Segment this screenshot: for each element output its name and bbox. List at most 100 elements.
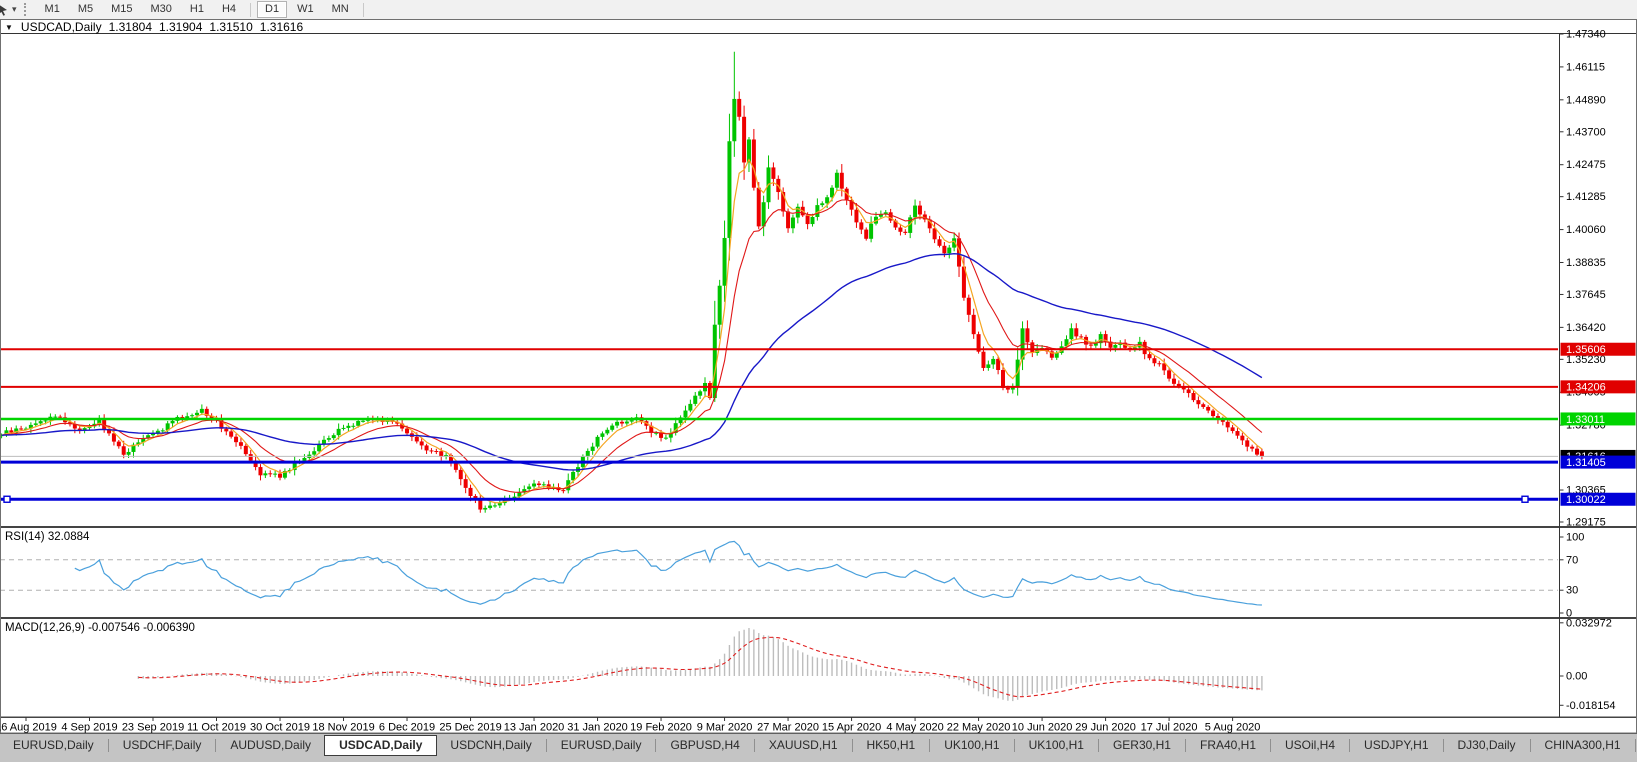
chart-tab-hk50-h1[interactable]: HK50,H1: [866, 737, 916, 752]
macd-signal-line: [138, 636, 1262, 698]
toolbar-grip[interactable]: [23, 3, 30, 16]
timeframe-button-w1[interactable]: W1: [297, 3, 314, 15]
svg-text:70: 70: [1566, 554, 1578, 566]
chart-tab-fra40-h1[interactable]: FRA40,H1: [1199, 737, 1257, 752]
svg-text:1.35230: 1.35230: [1566, 354, 1606, 366]
chart-tab-ger30-h1[interactable]: GER30,H1: [1112, 737, 1171, 752]
chart-canvas[interactable]: 1.47340 1.46115 1.44890 1.43700 1.42475 1.412…: [0, 19, 1637, 734]
svg-text:1.34206: 1.34206: [1566, 382, 1606, 394]
axis-badges-layer: 1.316161.356061.342061.330111.314051.300…: [1560, 342, 1636, 506]
tab-divider: [851, 738, 853, 752]
svg-text:0: 0: [1566, 608, 1572, 620]
svg-text:1.29175: 1.29175: [1566, 517, 1606, 529]
timeframe-button-m15[interactable]: M15: [111, 3, 133, 15]
svg-text:0.00: 0.00: [1566, 671, 1587, 683]
tab-divider: [1634, 738, 1636, 752]
svg-text:1.41285: 1.41285: [1566, 191, 1606, 203]
svg-text:1.43700: 1.43700: [1566, 126, 1606, 138]
cursor-tool-button[interactable]: ▾: [0, 3, 21, 17]
date-axis-layer: 16 Aug 2019 4 Sep 2019 23 Sep 2019 11 Oct 2…: [0, 717, 1260, 734]
svg-text:0.032972: 0.032972: [1566, 617, 1612, 629]
svg-text:15 Apr 2020: 15 Apr 2020: [822, 722, 881, 734]
timeframe-button-mn[interactable]: MN: [331, 3, 349, 15]
chevron-down-icon: ▾: [12, 4, 17, 14]
svg-text:1.42475: 1.42475: [1566, 159, 1606, 171]
macd-layer: [137, 628, 1263, 702]
svg-text:11 Oct 2019: 11 Oct 2019: [187, 722, 246, 734]
ma-fast-line: [1, 158, 1263, 504]
svg-text:30: 30: [1566, 585, 1578, 597]
panel-borders-layer: [0, 19, 1637, 734]
tab-divider: [545, 738, 547, 752]
svg-text:18 Nov 2019: 18 Nov 2019: [312, 722, 374, 734]
chart-tab-dj30-daily[interactable]: DJ30,Daily: [1457, 737, 1516, 752]
svg-text:1.40060: 1.40060: [1566, 224, 1606, 236]
ma-mid-line: [1, 199, 1263, 493]
chart-tab-gbpusd-h4[interactable]: GBPUSD,H4: [670, 737, 740, 752]
svg-text:1.35606: 1.35606: [1566, 344, 1606, 356]
ma-slow-line: [1, 252, 1263, 471]
svg-text:6 Dec 2019: 6 Dec 2019: [379, 722, 435, 734]
tab-divider: [1529, 738, 1531, 752]
svg-text:1.47340: 1.47340: [1566, 29, 1606, 41]
timeframe-button-m5[interactable]: M5: [77, 3, 94, 15]
timeframe-button-h1[interactable]: H1: [189, 3, 204, 15]
timeframe-button-d1[interactable]: D1: [257, 1, 288, 18]
svg-text:1.33011: 1.33011: [1566, 414, 1605, 426]
tab-divider: [1442, 738, 1444, 752]
cursor-crosshair-icon: [0, 4, 7, 16]
chart-tab-uk100-h1[interactable]: UK100,H1: [944, 737, 1000, 752]
timeframe-button-h4[interactable]: H4: [221, 3, 237, 15]
rsi-indicator-label: RSI(14) 32.0884: [5, 531, 90, 543]
chart-tab-usoil-h4[interactable]: USOil,H4: [1285, 737, 1336, 752]
chart-tab-usdjpy-h1[interactable]: USDJPY,H1: [1364, 737, 1429, 752]
svg-text:1.31405: 1.31405: [1566, 457, 1606, 469]
rsi-line: [74, 540, 1262, 606]
tab-divider: [753, 738, 755, 752]
timeframe-toolbar: ▾ M1 M5 M15 M30 H1 H4 D1 W1 MN: [0, 0, 1637, 20]
chart-tab-uk100-h1[interactable]: UK100,H1: [1028, 737, 1084, 752]
svg-text:23 Sep 2019: 23 Sep 2019: [122, 722, 184, 734]
ohlc-low: 1.31510: [209, 20, 253, 34]
horizontal-lines-layer: [0, 348, 1558, 503]
tab-divider: [1349, 738, 1351, 752]
svg-text:1.38835: 1.38835: [1566, 257, 1606, 269]
chart-tab-usdchf-daily[interactable]: USDCHF,Daily: [122, 737, 202, 752]
svg-text:17 Jul 2020: 17 Jul 2020: [1141, 722, 1198, 734]
svg-text:9 Mar 2020: 9 Mar 2020: [697, 722, 753, 734]
svg-text:100: 100: [1566, 532, 1584, 544]
tab-divider: [1097, 738, 1099, 752]
toolbar-separator: [250, 2, 252, 17]
svg-text:19 Feb 2020: 19 Feb 2020: [630, 722, 692, 734]
svg-text:-0.018154: -0.018154: [1566, 700, 1616, 712]
svg-text:1.37645: 1.37645: [1566, 289, 1606, 301]
chart-tab-audusd-daily[interactable]: AUDUSD,Daily: [230, 737, 312, 752]
svg-text:1.30022: 1.30022: [1566, 494, 1606, 506]
chart-collapse-icon[interactable]: ▼: [5, 22, 13, 32]
svg-text:4 May 2020: 4 May 2020: [886, 722, 943, 734]
svg-text:27 Mar 2020: 27 Mar 2020: [757, 722, 819, 734]
price-axis-layer: 1.47340 1.46115 1.44890 1.43700 1.42475 1.412…: [1559, 29, 1616, 712]
tab-divider: [929, 738, 931, 752]
tab-divider: [107, 738, 109, 752]
candles-layer: [0, 51, 1264, 513]
timeframe-buttons: M1 M5 M15 M30 H1 H4 D1 W1 MN: [36, 1, 369, 18]
svg-text:13 Jan 2020: 13 Jan 2020: [504, 722, 565, 734]
chart-tab-china300-h1[interactable]: CHINA300,H1: [1544, 737, 1621, 752]
svg-text:1.36420: 1.36420: [1566, 322, 1606, 334]
chart-tabs: EURUSD,Daily USDCHF,Daily AUDUSD,Daily USDC…: [0, 734, 1637, 756]
svg-text:4 Sep 2019: 4 Sep 2019: [61, 722, 117, 734]
ohlc-open: 1.31804: [108, 20, 152, 34]
chart-tab-usdcad-daily[interactable]: USDCAD,Daily: [324, 734, 438, 756]
timeframe-button-m30[interactable]: M30: [150, 3, 172, 15]
chart-tab-eurusd-daily[interactable]: EURUSD,Daily: [560, 737, 642, 752]
chart-symbol-period: USDCAD,Daily: [20, 20, 102, 34]
chart-tab-usdcnh-daily[interactable]: USDCNH,Daily: [450, 737, 532, 752]
tab-divider: [655, 738, 657, 752]
svg-text:1.44890: 1.44890: [1566, 94, 1606, 106]
chart-tab-eurusd-daily[interactable]: EURUSD,Daily: [13, 737, 94, 752]
svg-text:1.46115: 1.46115: [1566, 61, 1605, 73]
timeframe-button-m1[interactable]: M1: [44, 3, 60, 15]
chart-title: ▼ USDCAD,Daily 1.31804 1.31904 1.31510 1…: [5, 20, 303, 34]
chart-tab-xauusd-h1[interactable]: XAUUSD,H1: [768, 737, 838, 752]
